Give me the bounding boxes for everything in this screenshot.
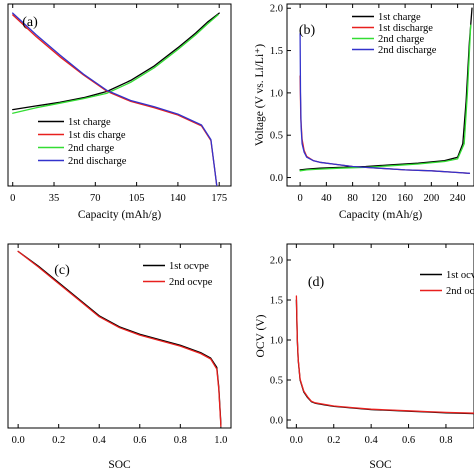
x-tick-label: 0.6: [133, 435, 146, 446]
x-tick-label: 0.8: [174, 435, 187, 446]
series-line-2: [299, 75, 471, 174]
legend-label: 1st charge: [68, 117, 111, 128]
series-line-3: [12, 14, 219, 114]
x-tick-label: 0.2: [52, 435, 65, 446]
x-tick-label: 175: [211, 193, 227, 204]
plot-frame: [286, 243, 474, 429]
series-line-3: [299, 24, 472, 172]
panel-a: 0 35 70 105 140 175 Capacity (mAh/g) 1st charge…: [7, 3, 232, 221]
x-tick-label: 0.2: [327, 435, 340, 446]
x-tick-label: 80: [347, 193, 358, 204]
panel-label: (b): [299, 23, 316, 38]
x-axis-label: Capacity (mAh/g): [339, 209, 423, 221]
x-axis-label: SOC: [369, 459, 392, 471]
series-line-1: [12, 12, 220, 111]
x-tick-label: 200: [423, 193, 439, 204]
series-line-2: [295, 295, 474, 414]
legend: 1st ocv 2nd ocv: [420, 270, 474, 297]
y-axis-label: OCV (V): [255, 314, 267, 357]
panel-c: 0.0 0.2 0.4 0.6 0.8 1.0 SOC 1st ocvpe 2nd ocvpe (…: [7, 243, 232, 471]
x-tick-label: 35: [49, 193, 60, 204]
legend-label: 2nd ocv: [446, 286, 474, 297]
series-group: [12, 12, 220, 186]
series-line-1: [295, 299, 474, 415]
panel-label: (d): [308, 275, 325, 290]
legend-label: 2nd charge: [378, 34, 425, 45]
legend-label: 1st dis charge: [68, 130, 126, 141]
x-tick-label: 0: [10, 193, 15, 204]
panel-d: 0.0 0.2 0.4 0.6 0.8 0.0 0.5 1.0 1.5 2.0 SOC OCV (V)…: [255, 243, 474, 471]
legend-label: 2nd ocvpe: [169, 277, 213, 288]
x-tick-label: 1.0: [214, 435, 227, 446]
y-axis-label: Voltage (V vs. Li/Li⁺): [254, 44, 266, 146]
series-line-4: [12, 12, 218, 186]
x-tick-label: 105: [129, 193, 145, 204]
legend-label: 2nd discharge: [378, 45, 437, 56]
y-tick-label: 0.5: [270, 131, 283, 142]
x-tick-label: 140: [170, 193, 186, 204]
x-tick-label: 0.6: [402, 435, 415, 446]
series-line-1: [17, 250, 222, 425]
x-tick-label: 0.0: [12, 435, 25, 446]
plot-frame: [7, 243, 232, 429]
legend-label: 2nd charge: [68, 143, 115, 154]
x-tick-label: 0.8: [439, 435, 452, 446]
y-tick-label: 0.0: [270, 173, 283, 184]
y-tick-label: 1.5: [270, 46, 283, 57]
legend: 1st charge 1st dis charge 2nd charge 2nd di…: [38, 117, 127, 167]
y-tick-label: 2.0: [270, 4, 283, 15]
panel-label: (c): [54, 263, 70, 278]
y-tick-label: 1.5: [270, 296, 283, 307]
legend-label: 1st ocvpe: [169, 261, 209, 272]
x-tick-label: 240: [450, 193, 466, 204]
series-line-2: [17, 250, 222, 427]
x-tick-label: 0.4: [93, 435, 107, 446]
series-line-1: [299, 7, 473, 171]
legend-label: 1st ocv: [446, 270, 474, 281]
y-tick-label: 0.5: [270, 376, 283, 387]
x-tick-label: 40: [321, 193, 332, 204]
y-tick-label: 1.0: [270, 88, 283, 99]
x-tick-label: 70: [90, 193, 101, 204]
legend-label: 1st discharge: [378, 23, 433, 34]
x-tick-label: 120: [371, 193, 387, 204]
x-axis-label: SOC: [108, 459, 131, 471]
legend-label: 2nd discharge: [68, 156, 127, 167]
plot-frame: [286, 3, 474, 187]
x-tick-label: 0.4: [365, 435, 379, 446]
panel-label: (a): [22, 15, 38, 30]
x-tick-label: 160: [397, 193, 413, 204]
y-tick-label: 2.0: [270, 256, 283, 267]
x-axis-label: Capacity (mAh/g): [78, 209, 162, 221]
y-tick-label: 1.0: [270, 336, 283, 347]
y-tick-label: 0.0: [270, 416, 283, 427]
series-line-4: [299, 32, 471, 174]
series-group: [299, 7, 473, 174]
panel-b: 0 40 80 120 160 200 240 0.0 0.5 1.0 1.5 2.0 Capacity…: [254, 3, 474, 221]
legend: 1st ocvpe 2nd ocvpe: [143, 261, 213, 288]
x-tick-label: 0: [297, 193, 302, 204]
series-group: [17, 250, 222, 427]
x-tick-label: 0.0: [290, 435, 303, 446]
legend-label: 1st charge: [378, 12, 421, 23]
series-group: [295, 295, 474, 415]
plot-frame: [7, 3, 232, 187]
